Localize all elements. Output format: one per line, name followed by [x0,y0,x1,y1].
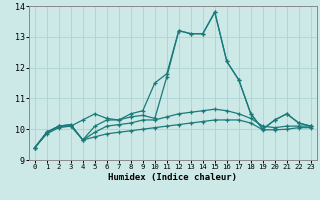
X-axis label: Humidex (Indice chaleur): Humidex (Indice chaleur) [108,173,237,182]
